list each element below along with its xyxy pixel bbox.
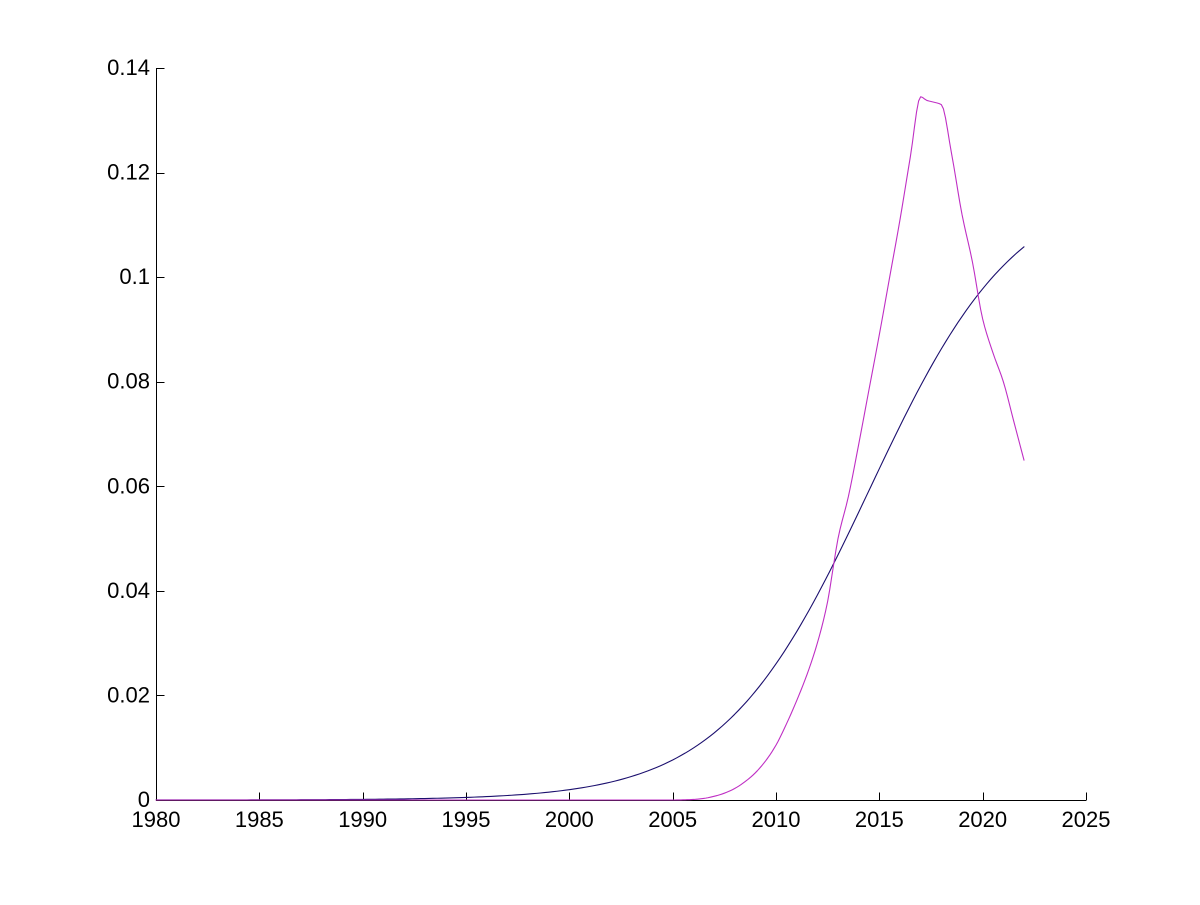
svg-text:2015: 2015: [855, 807, 904, 832]
svg-text:0.06: 0.06: [107, 473, 150, 498]
svg-text:1990: 1990: [338, 807, 387, 832]
svg-text:1985: 1985: [235, 807, 284, 832]
svg-text:0.14: 0.14: [107, 55, 150, 80]
svg-text:0.08: 0.08: [107, 369, 150, 394]
svg-text:0.1: 0.1: [119, 264, 150, 289]
svg-text:0.04: 0.04: [107, 578, 150, 603]
svg-text:2020: 2020: [958, 807, 1007, 832]
svg-text:0: 0: [138, 787, 150, 812]
svg-text:2005: 2005: [648, 807, 697, 832]
svg-text:2000: 2000: [545, 807, 594, 832]
svg-text:0.12: 0.12: [107, 160, 150, 185]
svg-text:2010: 2010: [752, 807, 801, 832]
svg-text:1995: 1995: [442, 807, 491, 832]
svg-text:0.02: 0.02: [107, 682, 150, 707]
svg-text:2025: 2025: [1062, 807, 1111, 832]
